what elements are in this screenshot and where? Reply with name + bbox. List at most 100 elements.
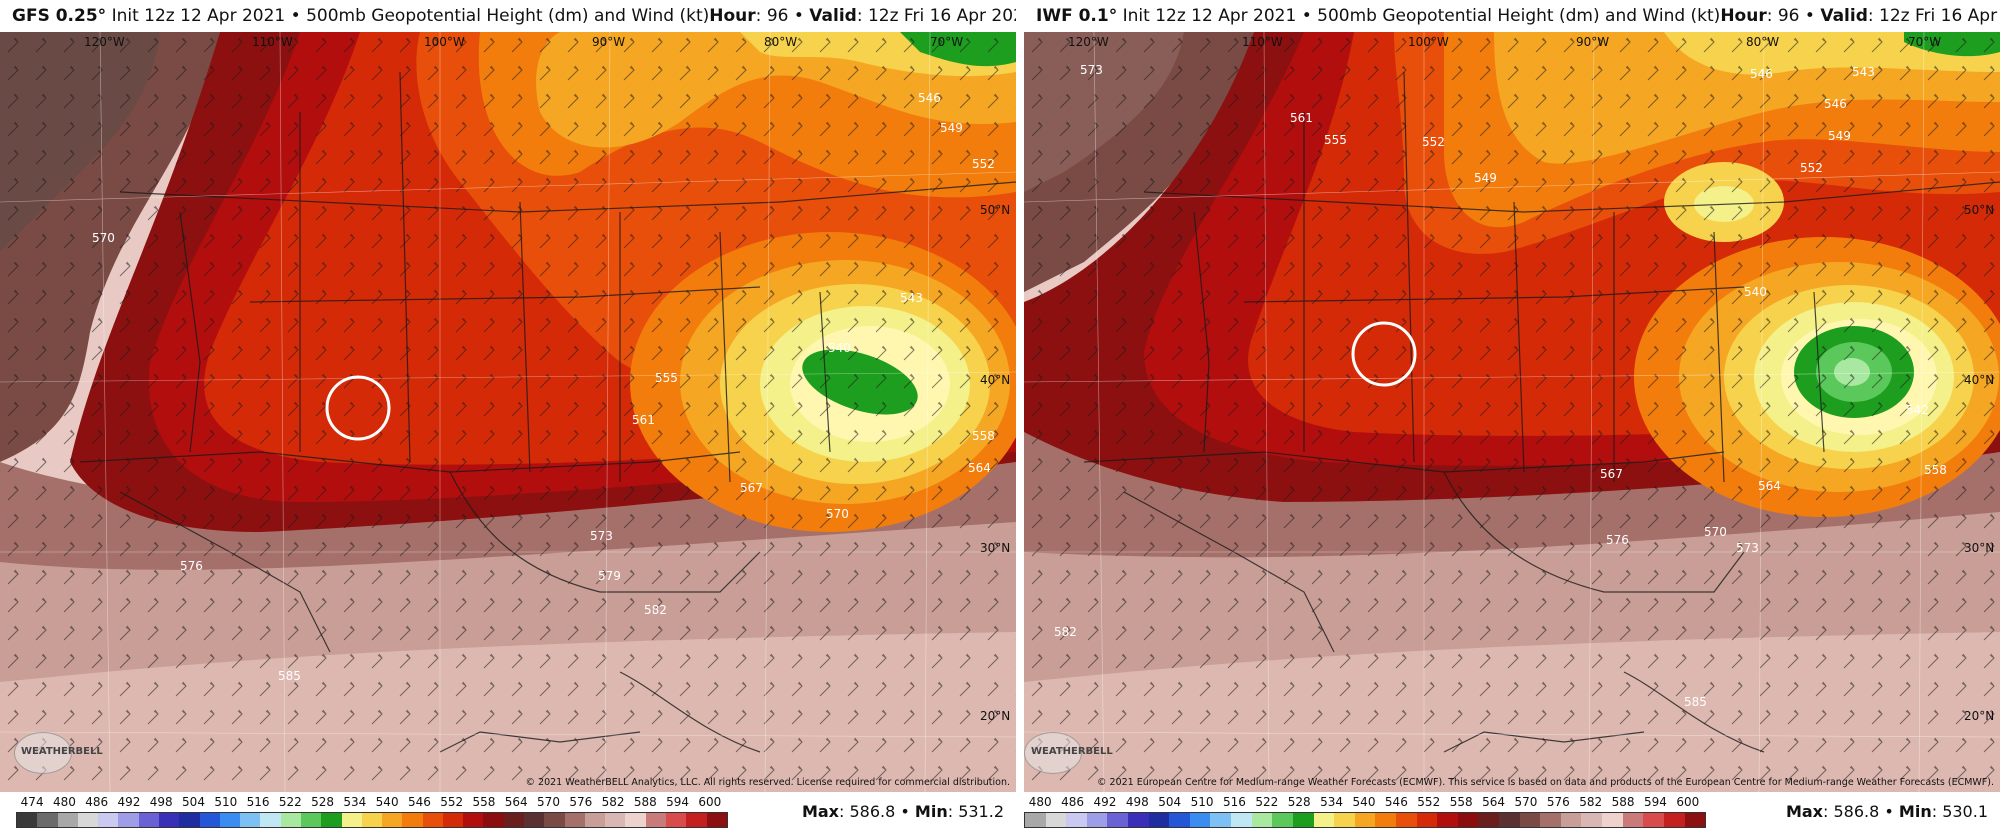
legend-tick-label: 552	[1417, 795, 1441, 809]
contour-label: 540	[1744, 285, 1767, 299]
legend-swatch	[1169, 813, 1190, 827]
contour-label: 555	[655, 371, 678, 385]
lon-label: 90°W	[1576, 35, 1609, 49]
legend-tick-label: 534	[1320, 795, 1344, 809]
contour-label: 555	[1324, 133, 1347, 147]
legend-swatch	[1128, 813, 1149, 827]
legend-tick-label: 492	[117, 795, 141, 809]
legend-swatch	[666, 813, 687, 827]
legend-tick-label: 534	[343, 795, 367, 809]
legend-swatch	[280, 813, 301, 827]
legend-swatch	[686, 813, 707, 827]
legend-tick-label: 540	[1352, 795, 1376, 809]
legend-swatch	[503, 813, 525, 827]
legend-tick-label: 564	[1482, 795, 1505, 809]
ecmwf-height-map: 573 561 555 552 549 546 543 546 549 552 …	[1024, 32, 2000, 792]
contour-label: 570	[826, 507, 849, 521]
contour-label: 540	[828, 341, 851, 355]
lon-label: 100°W	[424, 35, 465, 49]
legend-swatch	[1086, 813, 1108, 827]
legend-swatch	[1292, 813, 1314, 827]
contour-label: 552	[972, 157, 995, 171]
ecmwf-maxmin: Max: 586.8 • Min: 530.1	[1785, 802, 1988, 821]
gfs-valid: 12z Fri 16 Apr 2021	[867, 6, 1016, 26]
contour-label: 549	[940, 121, 963, 135]
ecmwf-title-bar: IWF 0.1° Init 12z 12 Apr 2021 • 500mb Ge…	[1024, 0, 2000, 32]
lon-label: 90°W	[592, 35, 625, 49]
legend-tick-label: 594	[666, 795, 690, 809]
legend-tick-label: 576	[569, 795, 593, 809]
legend-swatch	[1395, 813, 1417, 827]
gfs-legend-ticks: 474 480 486 492 498 504 510 516 522 528 534 540 546 5…	[16, 795, 726, 810]
legend-swatch	[422, 813, 443, 827]
legend-swatch	[1375, 813, 1396, 827]
gfs-highlight-circle	[325, 375, 391, 441]
contour-label: 549	[1828, 129, 1851, 143]
legend-tick-label: 504	[182, 795, 205, 809]
legend-swatch	[260, 813, 281, 827]
legend-tick-label: 528	[311, 795, 335, 809]
contour-label: 570	[1704, 525, 1727, 539]
ecmwf-panel: IWF 0.1° Init 12z 12 Apr 2021 • 500mb Ge…	[1024, 0, 2000, 833]
ecmwf-title: IWF 0.1° Init 12z 12 Apr 2021 • 500mb Ge…	[1036, 6, 1721, 26]
lon-label: 100°W	[1408, 35, 1449, 49]
ecmwf-legend: 480 486 492 498 504 510 516 522 528 534 540 546 552 5…	[1024, 792, 2000, 833]
legend-tick-label: 516	[1223, 795, 1246, 809]
legend-swatch	[37, 813, 58, 827]
legend-swatch	[341, 813, 362, 827]
legend-tick-label: 510	[1190, 795, 1214, 809]
ecmwf-init: Init 12z 12 Apr 2021	[1122, 6, 1297, 26]
ecmwf-min: 530.1	[1942, 802, 1988, 821]
lat-label: 30°N	[980, 541, 1010, 555]
contour-label: 546	[1750, 67, 1773, 81]
legend-swatch	[300, 813, 322, 827]
legend-swatch	[1684, 813, 1706, 827]
contour-label: 573	[1080, 63, 1103, 77]
contour-label: 543	[900, 291, 923, 305]
legend-swatch	[1519, 813, 1541, 827]
legend-swatch	[1622, 813, 1644, 827]
legend-swatch	[1416, 813, 1438, 827]
legend-tick-label: 540	[375, 795, 399, 809]
contour-label: 576	[180, 559, 203, 573]
ecmwf-map: 573 561 555 552 549 546 543 546 549 552 …	[1024, 32, 2000, 792]
legend-tick-label: 588	[1611, 795, 1635, 809]
legend-swatch	[98, 813, 119, 827]
contour-label: 552	[1422, 135, 1445, 149]
legend-swatch	[1478, 813, 1500, 827]
contour-label: 582	[1054, 625, 1077, 639]
gfs-legend: 474 480 486 492 498 504 510 516 522 528 534 540 546 5…	[0, 792, 1016, 833]
gfs-map: 570 546 549 552 555 558 561 564 567 570 …	[0, 32, 1016, 792]
legend-swatch	[179, 813, 200, 827]
contour-label: 558	[972, 429, 995, 443]
weatherbell-logo: WEATHERBELL	[14, 732, 103, 774]
contour-label: 549	[1474, 171, 1497, 185]
legend-swatch	[199, 813, 220, 827]
legend-swatch	[1581, 813, 1603, 827]
ecmwf-model-name: IWF 0.1°	[1036, 6, 1118, 26]
legend-swatch	[1560, 813, 1582, 827]
legend-swatch	[706, 813, 727, 827]
legend-swatch	[584, 813, 606, 827]
legend-tick-label: 480	[1028, 795, 1052, 809]
ecmwf-copyright: © 2021 European Centre for Medium-range …	[1097, 777, 1994, 788]
lon-label: 80°W	[1746, 35, 1779, 49]
legend-swatch	[1272, 813, 1293, 827]
panel-divider	[1016, 0, 1024, 833]
legend-swatch	[382, 813, 403, 827]
lon-label: 120°W	[1068, 35, 1109, 49]
legend-swatch	[1663, 813, 1685, 827]
legend-swatch	[1354, 813, 1376, 827]
contour-label: 576	[1606, 533, 1629, 547]
legend-tick-label: 504	[1158, 795, 1182, 809]
ecmwf-max: 586.8	[1833, 802, 1880, 821]
legend-swatch	[1437, 813, 1458, 827]
contour-label: 546	[1824, 97, 1847, 111]
gfs-legend-colorbar	[16, 812, 728, 828]
gfs-hour: 96	[766, 6, 789, 26]
contour-label: 564	[968, 461, 991, 475]
legend-swatch	[402, 813, 423, 827]
contour-label: 585	[1684, 695, 1707, 709]
legend-swatch	[1025, 813, 1046, 827]
legend-swatch	[442, 813, 464, 827]
